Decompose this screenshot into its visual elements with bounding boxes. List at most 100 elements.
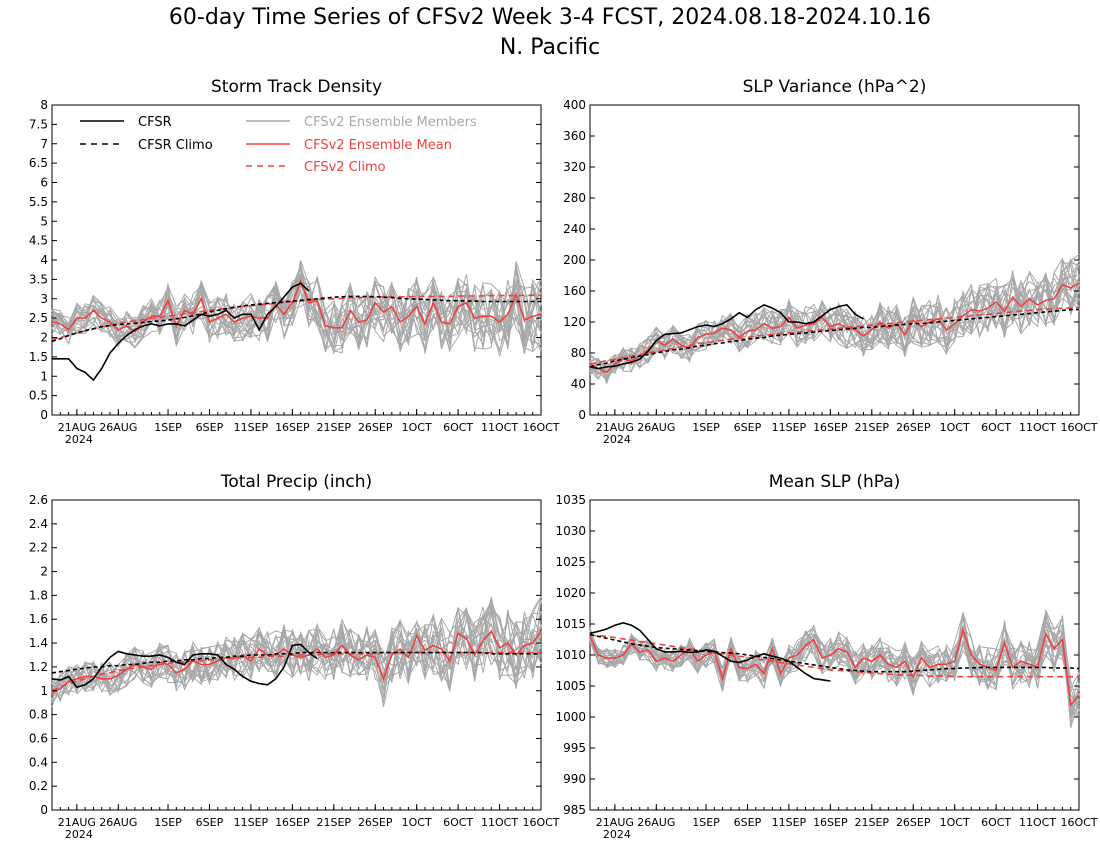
x-tick-label: 26AUG: [637, 816, 675, 829]
x-tick-label: 26SEP: [896, 421, 931, 434]
x-tick-label: 21AUG: [596, 421, 634, 434]
ensemble-member-line: [589, 260, 1080, 376]
y-tick-label: 3: [40, 292, 48, 306]
ensemble-member-line: [51, 266, 542, 352]
x-year-label: 2024: [65, 433, 93, 446]
y-tick-label: 1005: [555, 679, 586, 693]
x-tick-label: 6OCT: [981, 816, 1011, 829]
main-title: 60-day Time Series of CFSv2 Week 3-4 FCS…: [168, 5, 932, 30]
y-tick-label: 1000: [555, 710, 586, 724]
y-tick-label: 990: [563, 772, 586, 786]
ensemble-member-line: [51, 596, 542, 697]
y-tick-label: 0: [40, 408, 48, 422]
cfsr-climo-line: [51, 295, 541, 343]
ensemble-mean-line: [589, 282, 1080, 374]
ensemble-member-line: [51, 602, 542, 696]
x-tick-label: 6SEP: [734, 421, 762, 434]
cfsr-climo-line: [51, 651, 541, 674]
x-tick-label: 1SEP: [692, 421, 720, 434]
ensemble-member-line: [51, 274, 542, 353]
ensemble-mean-line: [589, 627, 1080, 707]
panel-title: Storm Track Density: [211, 77, 382, 97]
y-tick-label: 0: [578, 408, 586, 422]
x-tick-label: 16SEP: [275, 421, 310, 434]
ensemble-mean-line: [51, 629, 542, 694]
legend-label: CFSR: [138, 115, 172, 130]
y-tick-label: 1.2: [29, 660, 48, 674]
y-tick-label: 0.8: [29, 708, 48, 722]
y-tick-label: 400: [563, 98, 586, 112]
x-tick-label: 16OCT: [522, 816, 559, 829]
ensemble-member-line: [589, 262, 1080, 375]
ensemble-members: [51, 260, 542, 357]
x-tick-label: 21AUG: [596, 816, 634, 829]
cfsr-line: [589, 304, 864, 370]
x-tick-label: 11OCT: [1019, 421, 1056, 434]
panel-1: Storm Track Density 0 0.5 1 1.5 2 2.5 3 3.5 4 4.5 5…: [29, 77, 560, 446]
x-tick-label: 26SEP: [358, 421, 393, 434]
y-tick-label: 200: [563, 253, 586, 267]
x-tick-label: 21SEP: [317, 421, 352, 434]
ensemble-members: [589, 608, 1080, 728]
x-tick-label: 16SEP: [813, 421, 848, 434]
y-tick-label: 995: [563, 741, 586, 755]
y-tick-label: 1020: [555, 586, 586, 600]
y-tick-label: 8: [40, 98, 48, 112]
cfsv2-climo-line: [51, 294, 541, 341]
x-tick-label: 21AUG: [58, 816, 96, 829]
y-tick-label: 1.8: [29, 588, 48, 602]
x-tick-label: 11SEP: [772, 421, 807, 434]
x-tick-label: 11OCT: [481, 816, 518, 829]
x-tick-label: 1OCT: [940, 421, 970, 434]
y-tick-label: 360: [563, 129, 586, 143]
x-tick-label: 11SEP: [234, 816, 269, 829]
x-tick-label: 1SEP: [154, 816, 182, 829]
y-tick-label: 1010: [555, 648, 586, 662]
x-tick-label: 21AUG: [58, 421, 96, 434]
y-tick-label: 160: [563, 284, 586, 298]
y-tick-label: 1015: [555, 617, 586, 631]
x-year-label: 2024: [65, 828, 93, 841]
y-tick-label: 2: [40, 565, 48, 579]
plot-frame: [51, 499, 542, 811]
ensemble-member-line: [51, 598, 542, 699]
x-tick-label: 6SEP: [196, 421, 224, 434]
x-tick-label: 16OCT: [1060, 816, 1097, 829]
cfsr-climo-line: [589, 633, 1080, 673]
y-tick-label: 6.5: [29, 156, 48, 170]
y-tick-label: 5: [40, 214, 48, 228]
x-tick-label: 11SEP: [234, 421, 269, 434]
x-tick-label: 26AUG: [99, 816, 137, 829]
ensemble-member-line: [589, 626, 1080, 704]
y-tick-label: 1035: [555, 493, 586, 507]
panel-title: Total Precip (inch): [220, 472, 372, 492]
plot-frame: [51, 104, 542, 416]
ensemble-member-line: [589, 257, 1080, 373]
cfsr-climo-line: [589, 308, 1079, 368]
x-tick-label: 16SEP: [275, 816, 310, 829]
ensemble-member-line: [51, 261, 542, 352]
legend: CFSR CFSR Climo CFSv2 Ensemble Members CFSv…: [80, 115, 477, 175]
ensemble-member-line: [589, 263, 1080, 381]
cfsr-line: [52, 282, 310, 382]
y-tick-label: 320: [563, 160, 586, 174]
x-tick-label: 21SEP: [855, 421, 890, 434]
panel-2: SLP Variance (hPa^2) 0 40 80 120 160 200 240 280…: [563, 77, 1098, 446]
panel-title: SLP Variance (hPa^2): [743, 77, 927, 97]
y-tick-label: 1.6: [29, 612, 48, 626]
y-tick-label: 1: [40, 369, 48, 383]
ensemble-member-line: [51, 277, 542, 354]
y-tick-label: 1: [40, 684, 48, 698]
panel-3: Total Precip (inch) 0 0.2 0.4 0.6 0.8 1 1.2 1.4 1…: [29, 472, 560, 841]
y-tick-label: 0.6: [29, 731, 48, 745]
y-tick-label: 2: [40, 331, 48, 345]
y-tick-label: 1025: [555, 555, 586, 569]
panel-4: Mean SLP (hPa) 985 990 995 1000 1005 1010 1015 1…: [555, 472, 1097, 841]
y-tick-label: 3.5: [29, 272, 48, 286]
x-tick-label: 6SEP: [196, 816, 224, 829]
x-tick-label: 21SEP: [317, 816, 352, 829]
plot-frame: [589, 104, 1080, 416]
y-tick-label: 1.4: [29, 636, 48, 650]
y-tick-label: 1030: [555, 524, 586, 538]
